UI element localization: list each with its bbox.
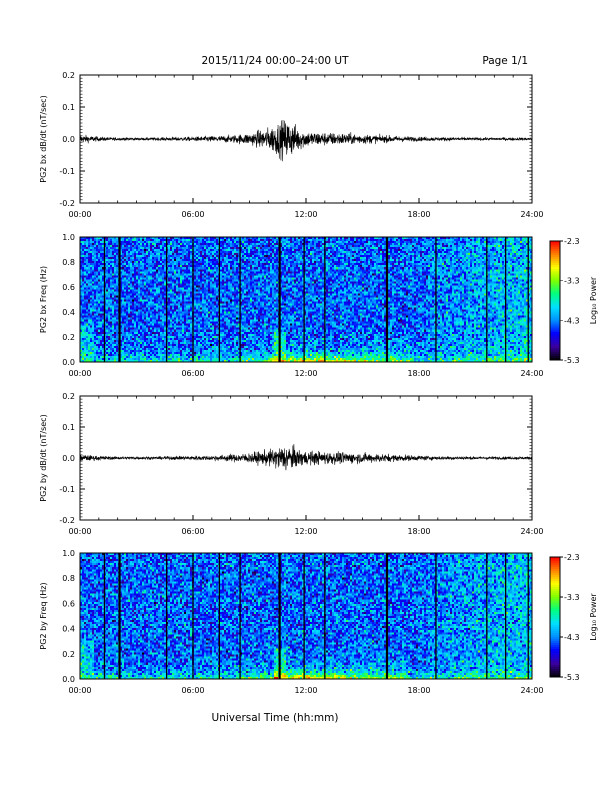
y-tick-label: 0.1 <box>62 103 75 112</box>
heatmap-cells <box>80 237 532 362</box>
y-tick-label: 0.4 <box>62 308 75 317</box>
x-tick-label: 12:00 <box>294 210 317 219</box>
panel-1: 00:00 06:00 12:00 18:00 24:00 0.2 0.1 0.0 -0.1 -0… <box>39 71 544 219</box>
figure-title: 2015/11/24 00:00–24:00 UT <box>201 55 349 67</box>
x-tick-label: 18:00 <box>407 369 430 378</box>
y-tick-label: -0.1 <box>59 167 75 176</box>
x-tick-label: 06:00 <box>181 210 204 219</box>
x-tick-label: 00:00 <box>68 369 91 378</box>
x-tick-label: 24:00 <box>520 369 543 378</box>
y-tick-label: 0.8 <box>62 258 75 267</box>
x-tick-label: 06:00 <box>181 369 204 378</box>
y-tick-label: 0.0 <box>62 135 75 144</box>
y-tick-label: -0.2 <box>59 199 75 208</box>
panel-2: 00:00 06:00 12:00 18:00 24:00 1.0 0.8 0.6 0.4 0.2… <box>39 233 598 378</box>
y-tick-label: 0.2 <box>62 333 75 342</box>
x-tick-label: 24:00 <box>520 210 543 219</box>
x-tick-label: 12:00 <box>294 369 317 378</box>
y-axis-label: PG2 bx Freq (Hz) <box>39 266 48 333</box>
figure: 2015/11/24 00:00–24:00 UT Page 1/1 00:00… <box>0 0 612 792</box>
y-tick-label: 1.0 <box>62 233 75 242</box>
x-tick-label: 00:00 <box>68 210 91 219</box>
y-tick-label: 0.2 <box>62 71 75 80</box>
x-tick-label: 18:00 <box>407 210 430 219</box>
y-tick-label: 0.0 <box>62 358 75 367</box>
y-tick-label: 0.6 <box>62 283 75 292</box>
page-indicator: Page 1/1 <box>482 55 528 67</box>
y-axis-label: PG2 bx dB/dt (nT/sec) <box>39 95 48 182</box>
panels: 00:00 06:00 12:00 18:00 24:00 0.2 0.1 0.0 -0.1 -0… <box>39 71 598 695</box>
trace-line <box>80 120 532 161</box>
